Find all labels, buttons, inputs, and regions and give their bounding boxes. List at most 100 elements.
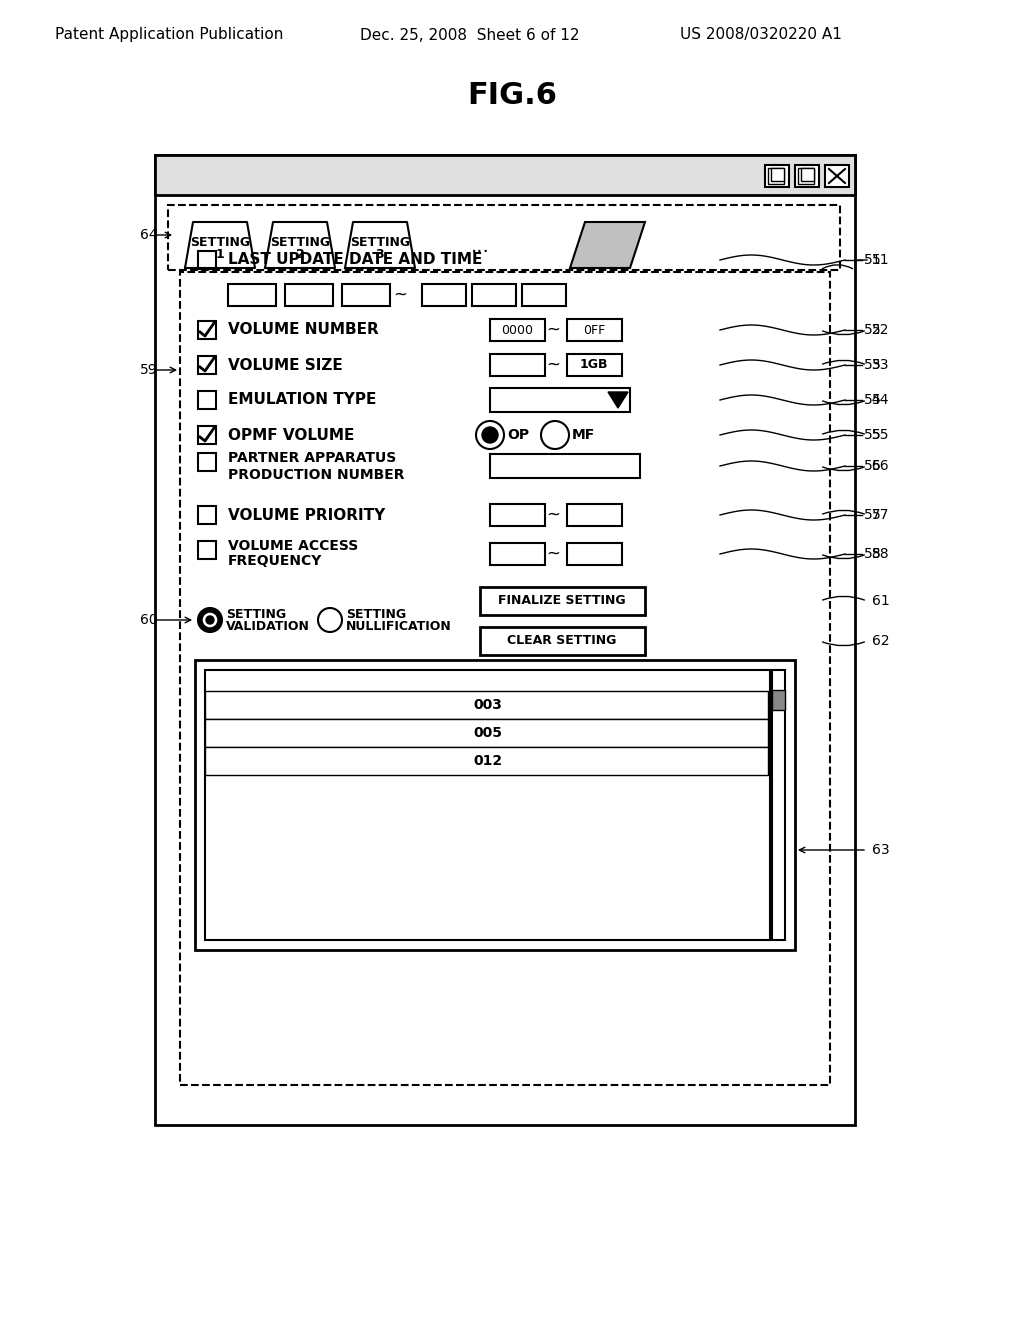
Bar: [198, 453, 216, 471]
Text: SETTING: SETTING: [270, 235, 330, 248]
Text: LAST UPDATE DATE AND TIME: LAST UPDATE DATE AND TIME: [228, 252, 482, 268]
Text: VOLUME ACCESS: VOLUME ACCESS: [228, 539, 358, 553]
Text: 1GB: 1GB: [580, 359, 608, 371]
Text: 0000: 0000: [501, 323, 534, 337]
Text: 51: 51: [864, 253, 882, 267]
Text: Patent Application Publication: Patent Application Publication: [55, 28, 284, 42]
Text: PRODUCTION NUMBER: PRODUCTION NUMBER: [228, 469, 404, 482]
Text: US 2008/0320220 A1: US 2008/0320220 A1: [680, 28, 842, 42]
Text: 58: 58: [864, 546, 882, 561]
Text: 54: 54: [872, 393, 890, 407]
Text: 0FF: 0FF: [583, 323, 605, 337]
Bar: [795, 165, 819, 187]
Text: 64: 64: [140, 228, 158, 242]
Polygon shape: [570, 222, 645, 268]
Text: SETTING: SETTING: [189, 235, 250, 248]
Bar: [198, 391, 216, 409]
Text: VOLUME SIZE: VOLUME SIZE: [228, 358, 343, 372]
Text: 54: 54: [864, 393, 882, 407]
Bar: [198, 541, 216, 558]
Text: 2: 2: [296, 248, 304, 260]
Bar: [168, 205, 840, 271]
Bar: [472, 284, 516, 306]
Bar: [490, 504, 545, 525]
Text: ~: ~: [546, 321, 560, 339]
Bar: [205, 690, 768, 719]
Bar: [198, 506, 216, 524]
Circle shape: [198, 609, 222, 632]
Text: 60: 60: [140, 612, 158, 627]
Text: FINALIZE SETTING: FINALIZE SETTING: [499, 594, 626, 607]
Bar: [567, 319, 622, 341]
Bar: [490, 354, 545, 376]
Text: OPMF VOLUME: OPMF VOLUME: [228, 428, 354, 442]
Bar: [285, 284, 333, 306]
Text: ~: ~: [393, 286, 407, 304]
Text: EMULATION TYPE: EMULATION TYPE: [228, 392, 377, 408]
Text: 56: 56: [864, 459, 882, 473]
Text: 3: 3: [376, 248, 384, 260]
Bar: [798, 168, 814, 183]
Text: ...: ...: [471, 236, 489, 256]
Text: Dec. 25, 2008  Sheet 6 of 12: Dec. 25, 2008 Sheet 6 of 12: [360, 28, 580, 42]
Bar: [480, 587, 645, 615]
Text: 53: 53: [864, 358, 882, 372]
Text: SETTING: SETTING: [346, 607, 407, 620]
Bar: [480, 627, 645, 655]
Text: 53: 53: [872, 358, 890, 372]
Bar: [205, 747, 768, 775]
Bar: [155, 154, 855, 195]
Text: 59: 59: [140, 363, 158, 378]
Bar: [198, 426, 216, 444]
Bar: [228, 284, 276, 306]
Circle shape: [482, 426, 498, 444]
Bar: [342, 284, 390, 306]
Text: 55: 55: [872, 428, 890, 442]
Bar: [768, 168, 784, 183]
Text: ~: ~: [546, 506, 560, 524]
Text: 012: 012: [473, 754, 502, 768]
Bar: [490, 454, 640, 478]
Text: FREQUENCY: FREQUENCY: [228, 554, 323, 568]
Text: FIG.6: FIG.6: [467, 81, 557, 110]
Text: 57: 57: [872, 508, 890, 521]
Text: SETTING: SETTING: [226, 607, 286, 620]
Text: 63: 63: [872, 843, 890, 857]
Bar: [772, 671, 785, 940]
Text: 003: 003: [473, 698, 502, 711]
Text: VALIDATION: VALIDATION: [226, 619, 310, 632]
Text: ~: ~: [546, 545, 560, 564]
Text: OP: OP: [507, 428, 529, 442]
Bar: [205, 719, 768, 747]
Bar: [205, 671, 770, 940]
Circle shape: [202, 612, 218, 628]
Text: 62: 62: [872, 634, 890, 648]
Circle shape: [206, 616, 214, 624]
Text: 58: 58: [872, 546, 890, 561]
Text: 005: 005: [473, 726, 502, 741]
Bar: [422, 284, 466, 306]
Bar: [490, 388, 630, 412]
Bar: [155, 154, 855, 1125]
Text: 61: 61: [872, 594, 890, 609]
Bar: [522, 284, 566, 306]
Bar: [825, 165, 849, 187]
Text: 1: 1: [216, 248, 224, 260]
Bar: [490, 543, 545, 565]
Polygon shape: [608, 392, 628, 408]
Bar: [765, 165, 790, 187]
Text: 57: 57: [864, 508, 882, 521]
Text: 55: 55: [864, 428, 882, 442]
Bar: [198, 321, 216, 339]
Text: CLEAR SETTING: CLEAR SETTING: [507, 635, 616, 648]
Bar: [567, 504, 622, 525]
Text: 52: 52: [864, 323, 882, 337]
Bar: [198, 251, 216, 269]
Text: 56: 56: [872, 459, 890, 473]
Bar: [772, 690, 785, 710]
Bar: [180, 272, 830, 1085]
Bar: [567, 543, 622, 565]
Text: VOLUME NUMBER: VOLUME NUMBER: [228, 322, 379, 338]
Text: 52: 52: [872, 323, 890, 337]
Bar: [771, 168, 784, 181]
